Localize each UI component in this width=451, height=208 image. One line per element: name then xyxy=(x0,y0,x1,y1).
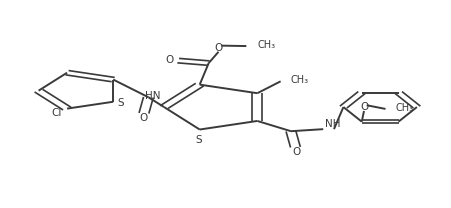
Text: O: O xyxy=(139,113,147,123)
Text: S: S xyxy=(195,135,202,145)
Text: Cl: Cl xyxy=(51,108,62,118)
Text: HN: HN xyxy=(146,91,161,101)
Text: O: O xyxy=(165,55,173,65)
Text: S: S xyxy=(117,98,124,108)
Text: O: O xyxy=(361,102,369,112)
Text: CH₃: CH₃ xyxy=(257,40,275,50)
Text: NH: NH xyxy=(326,119,341,129)
Text: O: O xyxy=(292,147,300,157)
Text: CH₃: CH₃ xyxy=(396,103,414,113)
Text: CH₃: CH₃ xyxy=(291,75,309,85)
Text: O: O xyxy=(215,43,223,53)
